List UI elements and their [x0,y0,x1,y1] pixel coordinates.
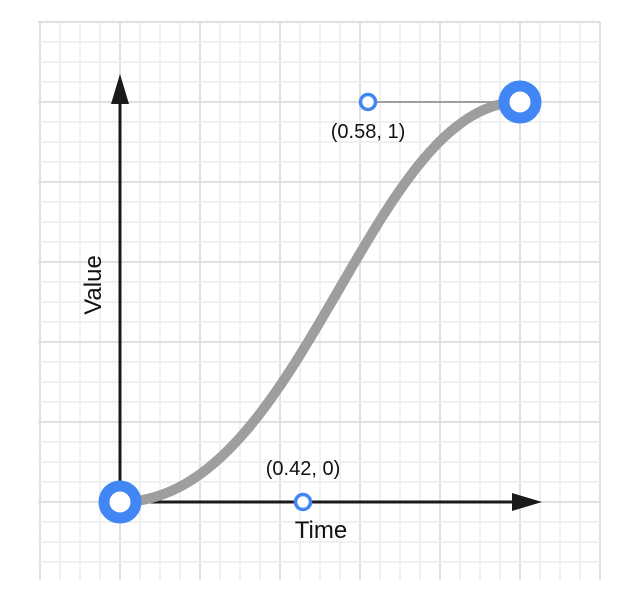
grid [38,21,601,580]
x-axis-label: Time [295,517,347,544]
x-axis-arrow-icon [512,493,542,511]
easing-curve [115,97,525,507]
control-point-1[interactable] [293,492,313,512]
y-axis-arrow-icon [111,74,129,104]
control-point-2[interactable] [358,92,378,112]
y-axis-label: Value [80,255,107,315]
control-point-2-label: (0.58, 1) [331,121,405,143]
end-point[interactable] [498,80,542,124]
start-point[interactable] [98,480,142,524]
control-point-1-label: (0.42, 0) [266,458,340,480]
